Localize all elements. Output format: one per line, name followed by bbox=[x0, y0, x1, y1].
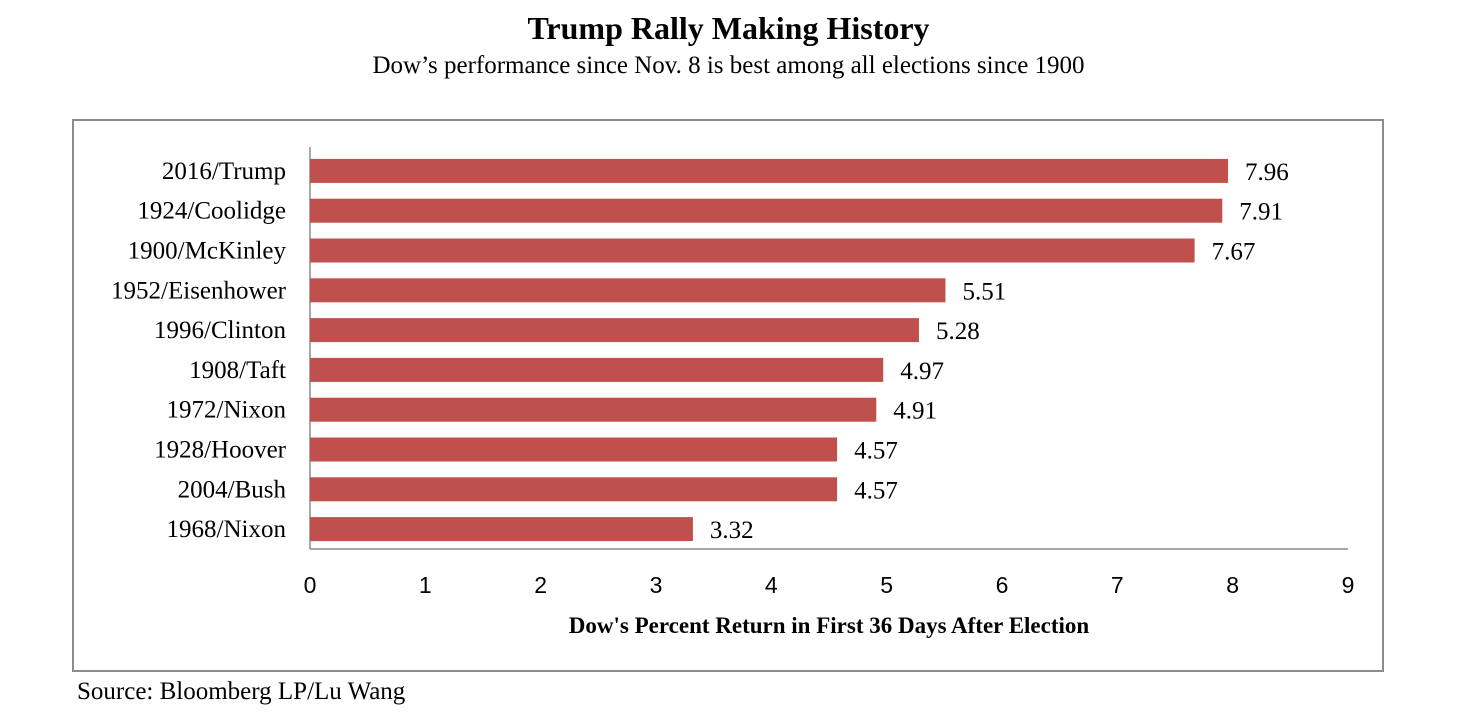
bar-2016-trump bbox=[310, 158, 1229, 183]
x-tick-label: 6 bbox=[996, 572, 1009, 598]
x-tick-label: 8 bbox=[1226, 572, 1239, 598]
bar-1952-eisenhower bbox=[310, 278, 946, 303]
x-tick-label: 2 bbox=[534, 572, 547, 598]
data-label: 7.91 bbox=[1239, 199, 1283, 226]
category-label: 1996/Clinton bbox=[154, 317, 286, 344]
x-axis-title: Dow's Percent Return in First 36 Days Af… bbox=[569, 613, 1090, 638]
category-label: 1908/Taft bbox=[189, 357, 286, 384]
bar-1900-mckinley bbox=[310, 238, 1195, 263]
bar-2004-bush bbox=[310, 477, 838, 502]
data-label: 7.96 bbox=[1245, 159, 1289, 186]
x-tick-label: 5 bbox=[880, 572, 893, 598]
data-label: 5.28 bbox=[936, 318, 980, 345]
bar-1928-hoover bbox=[310, 437, 838, 462]
chart-title: Trump Rally Making History bbox=[527, 10, 930, 46]
chart-area: 2016/Trump 7.96 1924/Coolidge 7.91 1900/McKi… bbox=[72, 119, 1384, 672]
x-tick-label: 9 bbox=[1342, 572, 1355, 598]
x-tick-label: 0 bbox=[304, 572, 317, 598]
bar-1972-nixon bbox=[310, 397, 877, 422]
data-label: 4.91 bbox=[893, 398, 937, 425]
category-label: 1972/Nixon bbox=[167, 397, 287, 424]
category-label: 1924/Coolidge bbox=[137, 198, 286, 225]
x-tick-label: 3 bbox=[650, 572, 663, 598]
category-label: 1968/Nixon bbox=[167, 516, 287, 543]
chart-subtitle: Dow’s performance since Nov. 8 is best a… bbox=[372, 52, 1085, 79]
bar-1924-coolidge bbox=[310, 198, 1223, 223]
data-label: 5.51 bbox=[962, 278, 1006, 305]
data-label: 7.67 bbox=[1212, 239, 1256, 266]
category-label: 2016/Trump bbox=[162, 158, 286, 185]
data-label: 4.57 bbox=[854, 438, 898, 465]
source-note: Source: Bloomberg LP/Lu Wang bbox=[77, 678, 406, 705]
x-tick-label: 4 bbox=[765, 572, 778, 598]
bar-chart: 2016/Trump 7.96 1924/Coolidge 7.91 1900/McKi… bbox=[111, 147, 1355, 638]
bar-1996-clinton bbox=[310, 318, 919, 343]
bar-1908-taft bbox=[310, 357, 884, 382]
data-label: 4.97 bbox=[900, 358, 944, 385]
data-label: 3.32 bbox=[710, 517, 754, 544]
category-label: 1900/McKinley bbox=[128, 238, 287, 265]
category-label: 2004/Bush bbox=[178, 476, 287, 503]
x-tick-label: 7 bbox=[1111, 572, 1124, 598]
category-label: 1928/Hoover bbox=[154, 437, 287, 464]
x-tick-label: 1 bbox=[419, 572, 432, 598]
bar-1968-nixon bbox=[310, 517, 693, 542]
data-label: 4.57 bbox=[854, 477, 898, 504]
category-label: 1952/Eisenhower bbox=[111, 277, 287, 304]
